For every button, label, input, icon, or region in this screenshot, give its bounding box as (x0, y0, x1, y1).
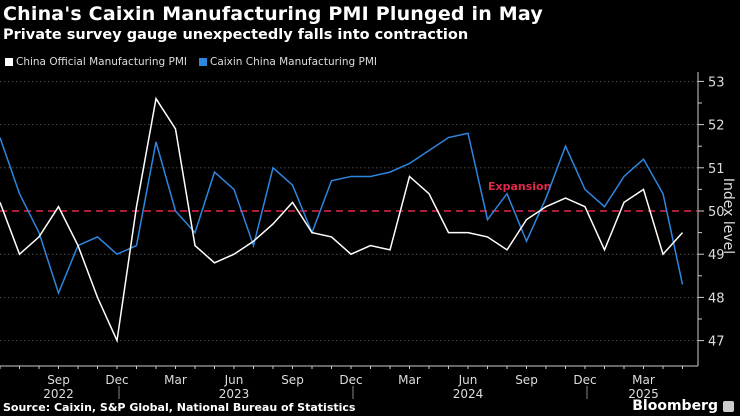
expansion-label: Expansion (488, 180, 551, 193)
legend-item-official: China Official Manufacturing PMI (5, 56, 187, 68)
chart-icon (723, 400, 734, 412)
y-tick-label: 49 (708, 248, 725, 263)
y-tick-label: 52 (708, 119, 725, 134)
x-year-label: 2025 (628, 387, 659, 401)
x-tick-label: Mar (398, 373, 421, 387)
legend-swatch-official (5, 58, 13, 66)
x-year-label: 2022 (43, 387, 74, 401)
y-tick-label: 47 (708, 335, 725, 350)
y-axis-label: Index level (720, 178, 736, 254)
series-line-official (0, 96, 684, 344)
series-line-caixin (0, 132, 684, 296)
x-tick-label: Jun (458, 373, 478, 387)
x-year-label: 2023 (219, 387, 250, 401)
x-tick-label: Sep (47, 373, 70, 387)
x-year-label: 2024 (453, 387, 484, 401)
x-tick-label: Sep (515, 373, 538, 387)
y-tick-label: 48 (708, 291, 725, 306)
x-tick-label: Dec (573, 373, 596, 387)
legend-swatch-caixin (198, 58, 207, 66)
x-tick-label: Dec (339, 373, 362, 387)
y-tick-label: 51 (708, 162, 725, 177)
legend: China Official Manufacturing PMI Caixin … (5, 56, 377, 68)
y-tick-label: 53 (708, 75, 725, 90)
x-tick-label: Dec (105, 373, 128, 387)
y-tick-label: 50 (708, 205, 725, 220)
chart-subtitle: Private survey gauge unexpectedly falls … (3, 27, 469, 43)
brand-name: Bloomberg (632, 398, 718, 414)
legend-label-caixin: Caixin China Manufacturing PMI (209, 56, 377, 68)
chart-title: China's Caixin Manufacturing PMI Plunged… (3, 3, 543, 25)
source-note: Source: Caixin, S&P Global, National Bur… (3, 401, 356, 414)
bloomberg-logo: Bloomberg (632, 398, 734, 414)
legend-item-caixin: Caixin China Manufacturing PMI (198, 56, 377, 68)
x-tick-label: Sep (281, 373, 304, 387)
x-tick-label: Mar (632, 373, 655, 387)
x-tick-label: Jun (224, 373, 244, 387)
legend-label-official: China Official Manufacturing PMI (16, 56, 187, 68)
x-tick-label: Mar (164, 373, 187, 387)
